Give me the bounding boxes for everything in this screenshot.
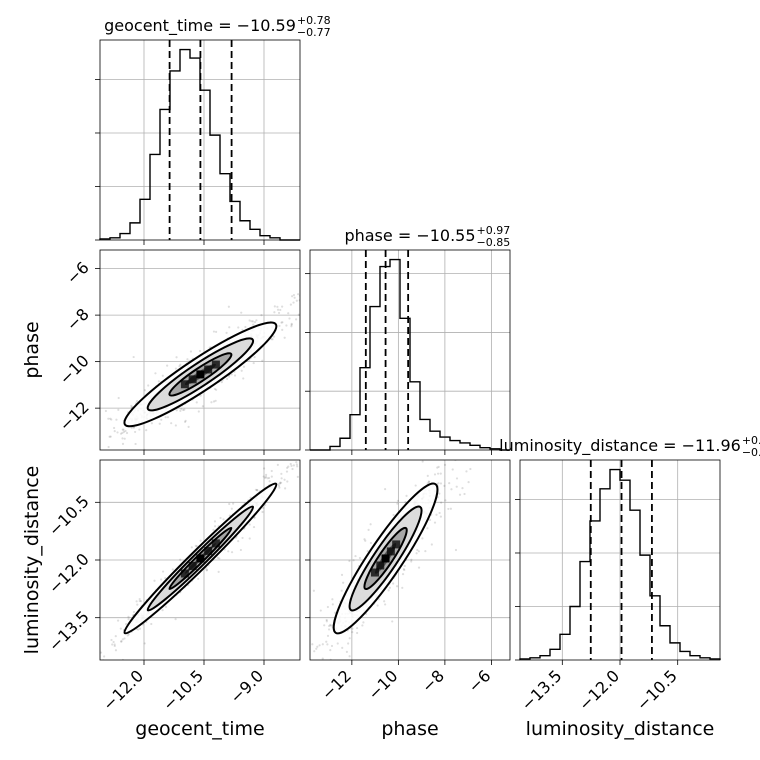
axes-frame [99,249,301,451]
histogram-luminosity_distance [515,459,721,665]
y-tick-label-luminosity_distance: −10.5 [45,492,93,540]
y-axis-label-luminosity_distance: luminosity_distance [21,466,43,655]
title-main: geocent_time = −10.59 [104,16,296,36]
density-peak [204,546,213,555]
title-upper-error: +0.78 [297,14,331,27]
histogram-steps [99,48,300,241]
density-peak [180,569,189,578]
x-tick-label-phase: −6 [464,666,494,696]
title-lower-error: −0.85 [477,236,511,249]
panel-title-phase: phase = −10.55 [344,226,475,245]
y-tick-label-phase: −12 [56,398,93,435]
x-tick-label-luminosity_distance: −12.0 [575,666,623,714]
density-peak [196,370,205,379]
density-peak [211,360,220,369]
density-peak [180,380,189,389]
panel-title-luminosity_distance: luminosity_distance = −11.96 [499,436,741,456]
density-peak [386,547,395,556]
density-peak [188,375,197,384]
histogram-phase [305,249,511,455]
y-tick-label-phase: −8 [63,305,93,335]
density-peak [188,561,197,570]
y-tick-label-phase: −10 [56,351,93,388]
x-tick-label-geocent_time: −10.5 [159,666,207,714]
y-tick-label-luminosity_distance: −12.0 [45,549,93,597]
density-peak [371,568,379,577]
density-peak [392,540,401,549]
title-main: phase = −10.55 [344,226,475,245]
title-upper-error: +0.97 [477,224,511,237]
density-peak [204,365,213,374]
density-peak [211,539,220,548]
x-axis-label-phase: phase [381,718,438,740]
histogram-steps [310,258,510,451]
x-axis-label-luminosity_distance: luminosity_distance [526,718,715,740]
axes-frame [99,39,301,241]
density-peak [381,554,390,563]
title-lower-error: −0.80 [742,446,760,459]
histogram-steps [519,468,721,660]
y-tick-label-luminosity_distance: −13.5 [45,607,93,655]
title-upper-error: +0.79 [742,434,760,447]
x-tick-label-geocent_time: −12.0 [99,666,147,714]
axes-frame [309,249,511,451]
y-tick-label-phase: −6 [63,258,93,288]
x-axis-label-geocent_time: geocent_time [135,718,264,740]
scatter-geocent_time-luminosity_distance [95,459,301,665]
x-tick-label-luminosity_distance: −13.5 [517,666,565,714]
density-contours [123,321,278,428]
scatter-geocent_time-phase [95,249,301,455]
x-tick-label-phase: −10 [364,666,401,703]
density-contours [123,482,278,635]
title-lower-error: −0.77 [297,26,331,39]
histogram-geocent_time [95,39,301,245]
x-tick-label-phase: −8 [418,666,448,696]
density-peak [196,554,205,563]
scatter-phase-luminosity_distance [305,459,511,665]
x-tick-label-phase: −12 [318,666,355,703]
y-axis-label-phase: phase [21,321,43,378]
x-tick-label-luminosity_distance: −10.5 [633,666,681,714]
density-contours [332,482,439,635]
x-tick-label-geocent_time: −9.0 [226,666,267,707]
title-main: luminosity_distance = −11.96 [499,436,741,456]
panel-title-geocent_time: geocent_time = −10.59 [104,16,296,36]
density-peak [376,561,385,570]
